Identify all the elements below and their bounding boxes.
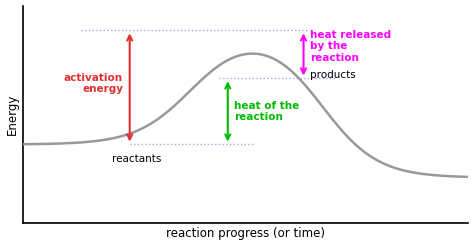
Text: heat released
by the
reaction: heat released by the reaction bbox=[310, 30, 392, 63]
X-axis label: reaction progress (or time): reaction progress (or time) bbox=[166, 228, 325, 240]
Text: products: products bbox=[310, 70, 356, 80]
Text: heat of the
reaction: heat of the reaction bbox=[235, 101, 300, 122]
Y-axis label: Energy: Energy bbox=[6, 94, 18, 135]
Text: reactants: reactants bbox=[112, 154, 161, 164]
Text: activation
energy: activation energy bbox=[64, 73, 123, 94]
